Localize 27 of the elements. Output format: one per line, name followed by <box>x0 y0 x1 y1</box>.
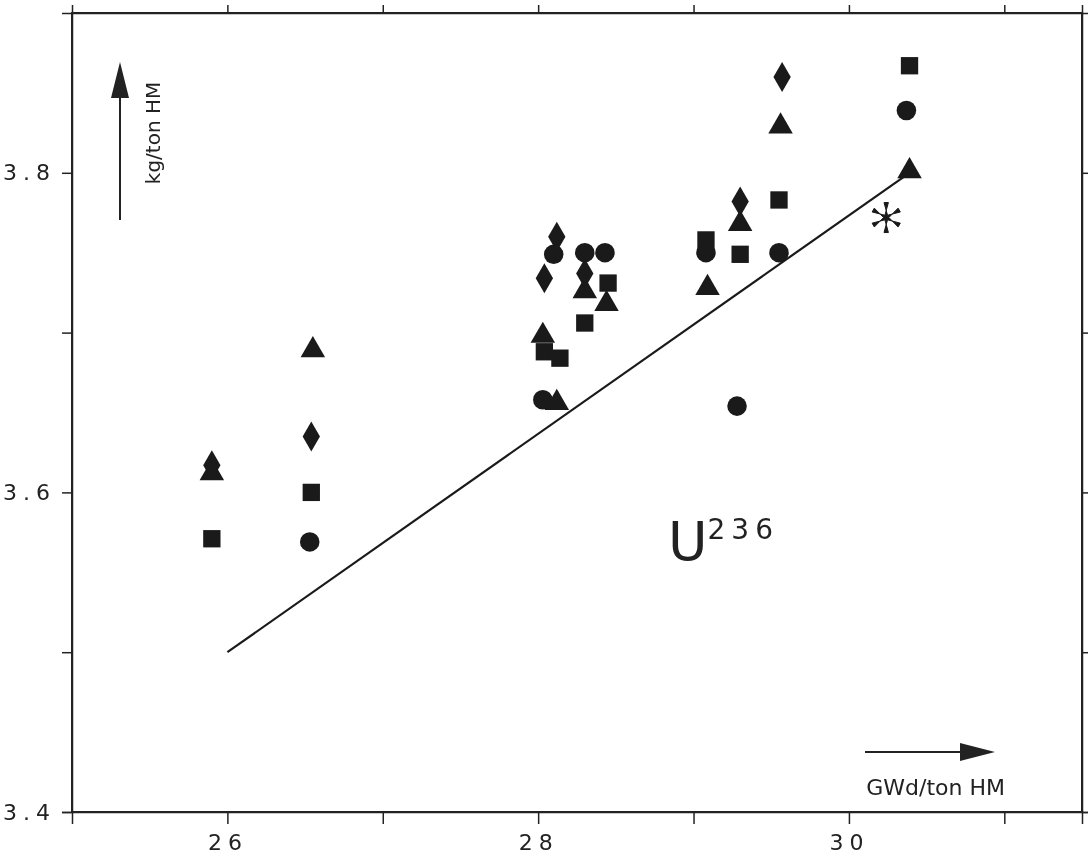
point <box>575 242 595 263</box>
y-tick-label: 3.4 <box>3 799 56 825</box>
annotation: U$^{236}$ <box>668 510 779 573</box>
point <box>871 202 901 234</box>
point <box>769 242 789 263</box>
x-tick-label: 28 <box>518 829 559 855</box>
point <box>599 274 617 292</box>
y-tick-label: 3.8 <box>3 160 56 186</box>
x-tick-label: 26 <box>207 829 248 855</box>
point <box>595 242 615 263</box>
point <box>576 314 594 332</box>
point <box>731 245 749 263</box>
x-axis-title: GWd/ton HM <box>866 775 1005 800</box>
point <box>543 244 564 265</box>
point <box>770 191 788 209</box>
point <box>727 396 747 416</box>
point <box>697 231 715 249</box>
point <box>299 532 320 552</box>
x-tick-label: 30 <box>829 829 870 855</box>
y-tick-label: 3.6 <box>3 479 56 505</box>
point <box>896 100 917 121</box>
point <box>203 530 221 548</box>
point <box>535 343 554 361</box>
point <box>900 57 919 75</box>
y-axis-title: kg/ton HM <box>141 81 165 185</box>
point <box>551 349 569 367</box>
point <box>302 483 320 502</box>
